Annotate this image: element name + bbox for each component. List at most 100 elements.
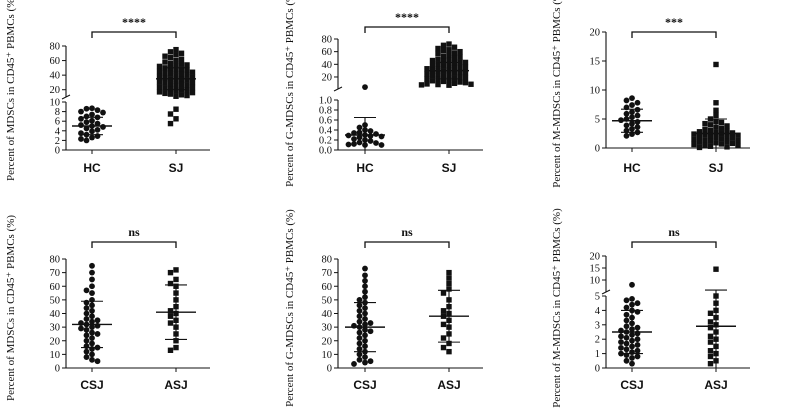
data-point — [724, 133, 730, 140]
data-point — [156, 89, 163, 95]
data-point — [94, 331, 101, 337]
data-point — [184, 62, 190, 68]
y-tick-label: 6 — [55, 117, 60, 128]
data-point — [462, 59, 469, 66]
data-point — [446, 52, 452, 58]
data-point — [440, 290, 447, 296]
data-point — [162, 75, 168, 81]
data-point — [83, 299, 90, 306]
data-point — [167, 320, 174, 326]
data-point — [83, 326, 90, 333]
data-point — [702, 120, 708, 127]
data-point — [429, 78, 436, 84]
y-tick-label: 20 — [590, 28, 601, 39]
data-point — [83, 287, 90, 294]
data-point — [713, 61, 719, 68]
data-point — [623, 311, 630, 318]
data-point — [713, 112, 719, 119]
category-label: ASJ — [704, 378, 727, 392]
data-point — [691, 141, 697, 148]
significance-label: ns — [668, 225, 680, 239]
data-point — [724, 123, 730, 129]
data-point — [623, 352, 630, 358]
data-point — [634, 336, 641, 343]
data-point — [167, 49, 174, 55]
data-point — [162, 80, 168, 86]
data-point — [167, 70, 174, 77]
data-point — [707, 348, 714, 354]
data-point — [718, 141, 725, 147]
y-axis-label: Percent of G-MDSCs in CD45⁺ PBMCs (%) — [284, 209, 296, 407]
data-point — [457, 59, 463, 65]
y-tick-label: 0.0 — [319, 146, 332, 157]
y-tick-label: 20 — [322, 72, 333, 83]
data-point — [623, 110, 630, 117]
data-point — [373, 140, 379, 146]
data-point — [89, 111, 95, 118]
data-point — [735, 137, 741, 144]
data-point — [378, 142, 385, 148]
category-label: ASJ — [437, 378, 460, 392]
data-point — [94, 317, 101, 324]
category-label: SJ — [442, 161, 457, 175]
y-tick-label: 40 — [322, 309, 333, 320]
data-point — [184, 92, 190, 99]
data-point — [440, 344, 447, 351]
y-axis-label: Percent of MDSCs in CD45⁺ PBMCs (%) — [5, 215, 17, 401]
data-point — [173, 52, 179, 58]
data-point — [78, 136, 84, 142]
data-point — [356, 351, 363, 358]
data-point — [367, 133, 374, 139]
data-point — [618, 344, 624, 351]
data-point — [735, 142, 741, 149]
significance-label: ns — [401, 225, 413, 239]
data-point — [462, 79, 469, 86]
data-point — [440, 63, 447, 69]
data-point — [451, 75, 458, 81]
data-point — [78, 130, 84, 137]
data-point — [78, 122, 84, 128]
data-point — [356, 139, 363, 146]
significance-label: **** — [122, 15, 146, 29]
data-point — [629, 295, 635, 302]
axis-break-mark — [333, 86, 343, 92]
y-tick-label: 4 — [595, 306, 601, 317]
data-point — [167, 81, 174, 87]
data-point — [623, 323, 630, 330]
y-tick-label: 0 — [55, 146, 60, 157]
data-point — [173, 57, 179, 64]
data-point — [367, 358, 374, 365]
significance-bracket — [631, 241, 717, 248]
data-point — [418, 82, 425, 88]
data-point — [446, 41, 452, 47]
data-point — [729, 135, 736, 141]
data-point — [429, 73, 436, 79]
data-point — [468, 81, 474, 87]
data-point — [713, 107, 719, 113]
data-point — [446, 82, 452, 88]
data-point — [718, 136, 725, 142]
data-point — [696, 134, 703, 140]
data-point — [462, 69, 469, 76]
data-point — [89, 269, 95, 276]
data-point — [462, 74, 469, 81]
data-point — [156, 63, 163, 70]
data-point — [94, 120, 101, 127]
data-point — [167, 313, 174, 319]
data-point — [623, 340, 630, 347]
data-point — [424, 76, 430, 82]
data-point — [356, 346, 363, 352]
data-point — [362, 283, 368, 290]
y-tick-label: 80 — [50, 42, 61, 53]
data-point — [457, 54, 463, 60]
data-point — [156, 73, 163, 80]
data-point — [623, 357, 630, 364]
data-point — [724, 128, 730, 134]
data-point — [173, 116, 179, 122]
y-tick-label: 60 — [50, 56, 61, 67]
data-point — [83, 137, 90, 144]
category-label: CSJ — [620, 378, 643, 392]
data-point — [702, 137, 708, 143]
data-point — [89, 262, 95, 269]
